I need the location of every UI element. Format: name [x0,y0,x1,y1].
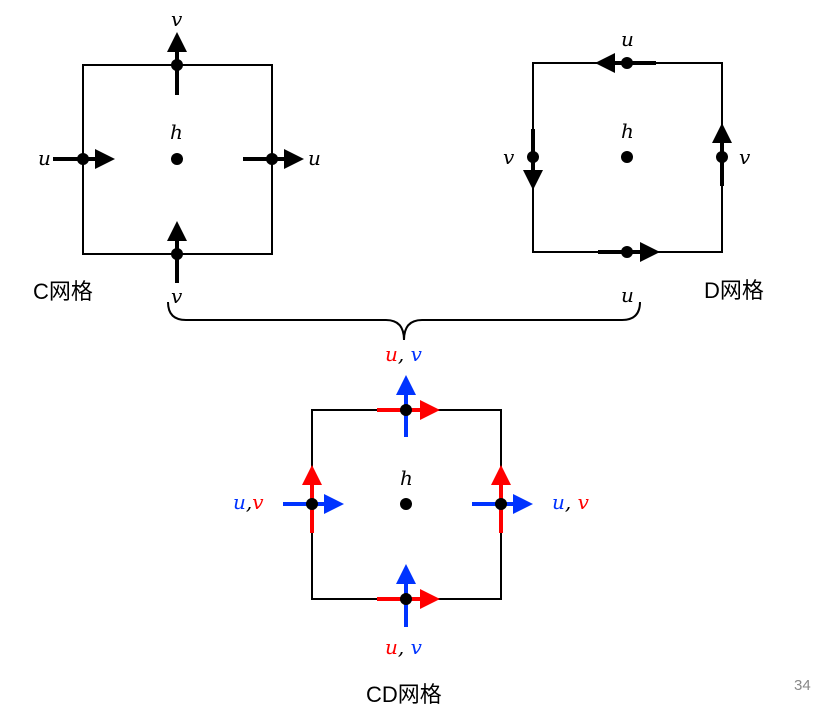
c-grid: h u u v v C网格 [33,7,321,308]
combining-brace [167,301,641,341]
cd-grid: u, v h u,v u, v u, v CD网格 [233,342,590,707]
c-grid-left-label: u [38,146,51,170]
cd-top-v-label: v [411,342,423,366]
c-grid-bottom-label: v [171,284,183,308]
page-number: 34 [794,677,811,694]
d-grid-caption: D网格 [704,278,764,303]
cd-grid-left-label: u,v [233,490,264,514]
cd-left-u-label: u [233,490,246,514]
cd-bottom-v-label: v [411,635,423,659]
cd-bottom-sep: , [398,635,411,659]
d-grid-bottom-point [621,246,633,258]
c-grid-caption: C网格 [33,279,93,304]
cd-bottom-u-label: u [385,635,398,659]
cd-right-sep: , [565,490,578,514]
c-grid-right-label: u [308,146,321,170]
d-grid-center-point [621,151,633,163]
cd-bottom-point [400,593,412,605]
d-grid-left-point [527,151,539,163]
cd-top-point [400,404,412,416]
cd-grid-right-label: u, v [552,490,590,514]
c-grid-top-point [171,59,183,71]
d-grid-center-label: h [621,119,634,143]
c-grid-left-point [77,153,89,165]
c-grid-center-point [171,153,183,165]
cd-top-u-label: u [385,342,398,366]
cd-grid-top-label: u, v [385,342,423,366]
c-grid-right-point [266,153,278,165]
cd-right-v-label: v [578,490,590,514]
d-grid-right-point [716,151,728,163]
d-grid-top-point [621,57,633,69]
cd-right-u-label: u [552,490,565,514]
cd-left-point [306,498,318,510]
cd-grid-bottom-label: u, v [385,635,423,659]
c-grid-center-label: h [170,120,183,144]
c-grid-top-label: v [171,7,183,31]
d-grid-bottom-label: u [621,283,634,307]
d-grid: h u u v v D网格 [503,27,764,307]
d-grid-left-label: v [503,145,515,169]
cd-right-point [495,498,507,510]
cd-left-sep: , [246,490,252,514]
d-grid-top-label: u [621,27,634,51]
cd-grid-caption: CD网格 [366,682,442,707]
c-grid-bottom-point [171,248,183,260]
d-grid-right-label: v [739,145,751,169]
cd-grid-center-label: h [400,466,413,490]
cd-grid-center-point [400,498,412,510]
cd-top-sep: , [398,342,411,366]
cd-left-v-label: v [252,490,264,514]
